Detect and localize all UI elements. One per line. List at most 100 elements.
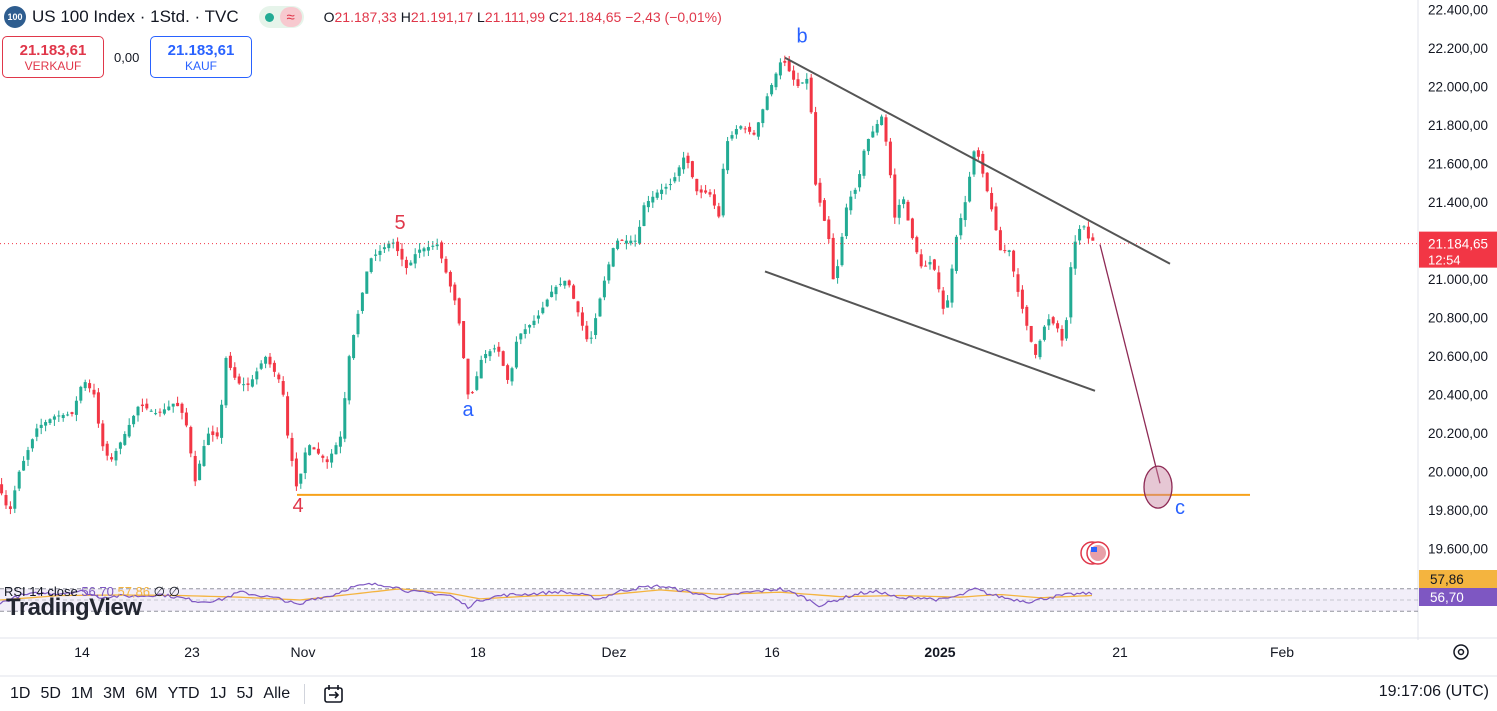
candle-body xyxy=(475,376,479,390)
candle-body xyxy=(52,416,56,420)
candle-body xyxy=(334,445,338,455)
utc-clock[interactable]: 19:17:06 (UTC) xyxy=(1378,683,1489,700)
candle-body xyxy=(563,280,567,286)
candle-body xyxy=(594,318,598,336)
rsi-legend[interactable]: RSI 14 close 56,70 57,86 ∅ ∅ xyxy=(4,584,180,600)
timeframe-1j[interactable]: 1J xyxy=(209,684,227,702)
timeframe-5j[interactable]: 5J xyxy=(236,684,254,702)
wave-icon[interactable]: ≈ xyxy=(279,7,302,27)
candle-body xyxy=(1069,267,1073,318)
buy-button[interactable]: 21.183,61 KAUF xyxy=(150,36,252,78)
candle-body xyxy=(268,356,272,365)
candle-body xyxy=(721,168,725,216)
y-tick-label: 22.200,00 xyxy=(1428,41,1488,56)
candle-body xyxy=(875,124,879,133)
axis-settings-icon xyxy=(1453,644,1469,660)
candle-body xyxy=(246,383,250,385)
candle-body xyxy=(22,460,26,471)
candle-body xyxy=(497,346,501,352)
y-tick-label: 21.800,00 xyxy=(1428,118,1488,133)
candle-body xyxy=(294,458,298,487)
y-tick-label: 20.800,00 xyxy=(1428,311,1488,326)
candle-body xyxy=(501,351,505,366)
candle-body xyxy=(541,307,545,314)
timeframe-ytd[interactable]: YTD xyxy=(167,684,200,702)
candle-body xyxy=(206,433,210,445)
candle-body xyxy=(488,351,492,357)
timeframe-alle[interactable]: Alle xyxy=(263,684,291,702)
y-tick-label: 20.600,00 xyxy=(1428,349,1488,364)
candle-body xyxy=(26,450,30,460)
bottom-toolbar: 1D 5D 1M 3M 6M YTD 1J 5J Alle xyxy=(0,676,1497,711)
channel-trendline xyxy=(784,56,1171,265)
candle-body xyxy=(8,506,12,510)
candle-body xyxy=(118,442,122,449)
candle-body xyxy=(387,243,391,249)
timeframe-6m[interactable]: 6M xyxy=(135,684,158,702)
channel-trendline xyxy=(764,270,1096,392)
candle-body xyxy=(998,230,1002,251)
candle-body xyxy=(748,126,752,132)
candle-body xyxy=(83,382,87,389)
candle-body xyxy=(862,150,866,176)
candle-body xyxy=(79,386,83,401)
spread-value: 0,00 xyxy=(114,50,140,65)
market-status[interactable]: ≈ xyxy=(258,6,304,28)
candle-body xyxy=(237,376,241,384)
candle-body xyxy=(462,321,466,359)
bar-countdown: 12:54 xyxy=(1428,253,1461,268)
candle-body xyxy=(629,240,633,244)
candle-body xyxy=(708,192,712,195)
candle-body xyxy=(105,443,109,456)
timeframe-1m[interactable]: 1M xyxy=(70,684,94,702)
candle-body xyxy=(668,184,672,186)
symbol-title[interactable]: US 100 Index · 1Std. · TVC xyxy=(32,7,239,26)
candle-body xyxy=(866,138,870,152)
x-tick-label: 21 xyxy=(1112,644,1128,660)
candle-body xyxy=(1051,317,1055,324)
candle-body xyxy=(690,161,694,178)
candle-body xyxy=(968,176,972,202)
candle-body xyxy=(171,403,175,407)
candle-body xyxy=(145,403,149,409)
candle-body xyxy=(954,236,958,271)
y-tick-label: 20.000,00 xyxy=(1428,465,1488,480)
candle-body xyxy=(242,384,246,386)
gear-ring xyxy=(1453,644,1469,660)
candle-body xyxy=(308,445,312,456)
last-price-value: 21.184,65 xyxy=(1428,237,1488,252)
wave-label: c xyxy=(1175,497,1185,519)
candle-body xyxy=(17,471,21,489)
candle-body xyxy=(211,431,215,436)
candle-body xyxy=(990,192,994,210)
candle-body xyxy=(774,73,778,88)
candle-body xyxy=(756,122,760,137)
projection-line xyxy=(1099,244,1161,484)
symbol-logo-icon[interactable]: 100 xyxy=(4,6,26,28)
candle-body xyxy=(369,258,373,272)
candle-body xyxy=(391,242,395,244)
x-tick-label: 14 xyxy=(74,644,90,660)
candle-body xyxy=(1042,326,1046,340)
candle-body xyxy=(1060,328,1064,341)
timeframe-1d[interactable]: 1D xyxy=(10,684,31,702)
low-label: L xyxy=(477,9,485,25)
candle-body xyxy=(264,356,268,364)
candle-body xyxy=(686,155,690,164)
sell-button[interactable]: 21.183,61 VERKAUF xyxy=(2,36,104,78)
candle-body xyxy=(743,128,747,130)
change-value: −2,43 (−0,01%) xyxy=(625,9,722,25)
timeframe-3m[interactable]: 3M xyxy=(103,684,126,702)
candle-body xyxy=(770,84,774,95)
candle-body xyxy=(176,402,180,407)
candle-body xyxy=(167,406,171,411)
date-range-icon[interactable] xyxy=(323,684,345,704)
wave-label: 4 xyxy=(292,495,303,517)
candle-body xyxy=(281,381,285,395)
candle-body xyxy=(303,452,307,474)
timeframe-5d[interactable]: 5D xyxy=(40,684,61,702)
candle-body xyxy=(233,367,237,378)
candle-body xyxy=(1091,237,1095,241)
close-value: 21.184,65 xyxy=(559,9,622,25)
